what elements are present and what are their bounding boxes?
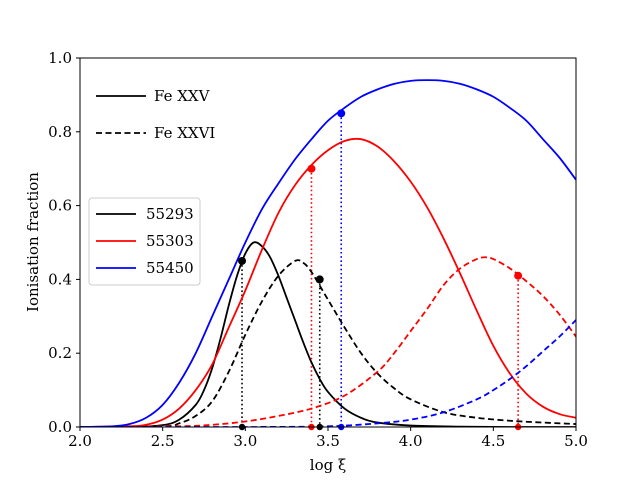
x-tick-label: 4.0: [399, 432, 423, 450]
legend-label-fe-xxv: Fe XXV: [154, 87, 211, 105]
marker-55303-fe-xxvi: [514, 271, 523, 280]
marker-55303-fe-xxv: [307, 164, 316, 173]
y-tick-label: 1.0: [48, 49, 72, 67]
y-tick-label: 0.0: [48, 418, 72, 436]
y-tick-label: 0.6: [48, 197, 72, 215]
color-legend: 55293 55303 55450: [88, 197, 201, 286]
color-legend-frame: [88, 197, 201, 286]
legend-label-55303: 55303: [146, 232, 194, 250]
x-tick-label: 2.5: [151, 432, 175, 450]
x-tick-label: 3.5: [316, 432, 340, 450]
x-tick-label: 2.0: [68, 432, 92, 450]
x-tick-label: 5.0: [564, 432, 588, 450]
marker-55293-fe-xxv: [238, 256, 247, 265]
x-tick-label: 4.5: [481, 432, 505, 450]
series-line-55293-fe-xxv: [80, 241, 576, 427]
y-tick-label: 0.8: [48, 123, 72, 141]
legend-label-55450: 55450: [146, 259, 194, 277]
y-axis-label: Ionisation fraction: [24, 172, 42, 312]
series-line-55303-fe-xxv: [80, 137, 576, 427]
marker-55293-fe-xxvi: [315, 275, 324, 284]
series-line-55293-fe-xxvi: [80, 259, 576, 427]
x-axis-label: log ξ: [310, 456, 346, 474]
legend-label-fe-xxvi: Fe XXVI: [154, 124, 215, 142]
series-line-55450-fe-xxv: [80, 79, 576, 427]
linestyle-legend: Fe XXV Fe XXVI: [96, 87, 215, 142]
y-tick-label: 0.2: [48, 344, 72, 362]
marker-55450-fe-xxv: [337, 109, 346, 118]
x-tick-label: 3.0: [233, 432, 257, 450]
series-line-55450-fe-xxvi: [80, 319, 576, 427]
y-tick-label: 0.4: [48, 270, 72, 288]
legend-label-55293: 55293: [146, 205, 194, 223]
